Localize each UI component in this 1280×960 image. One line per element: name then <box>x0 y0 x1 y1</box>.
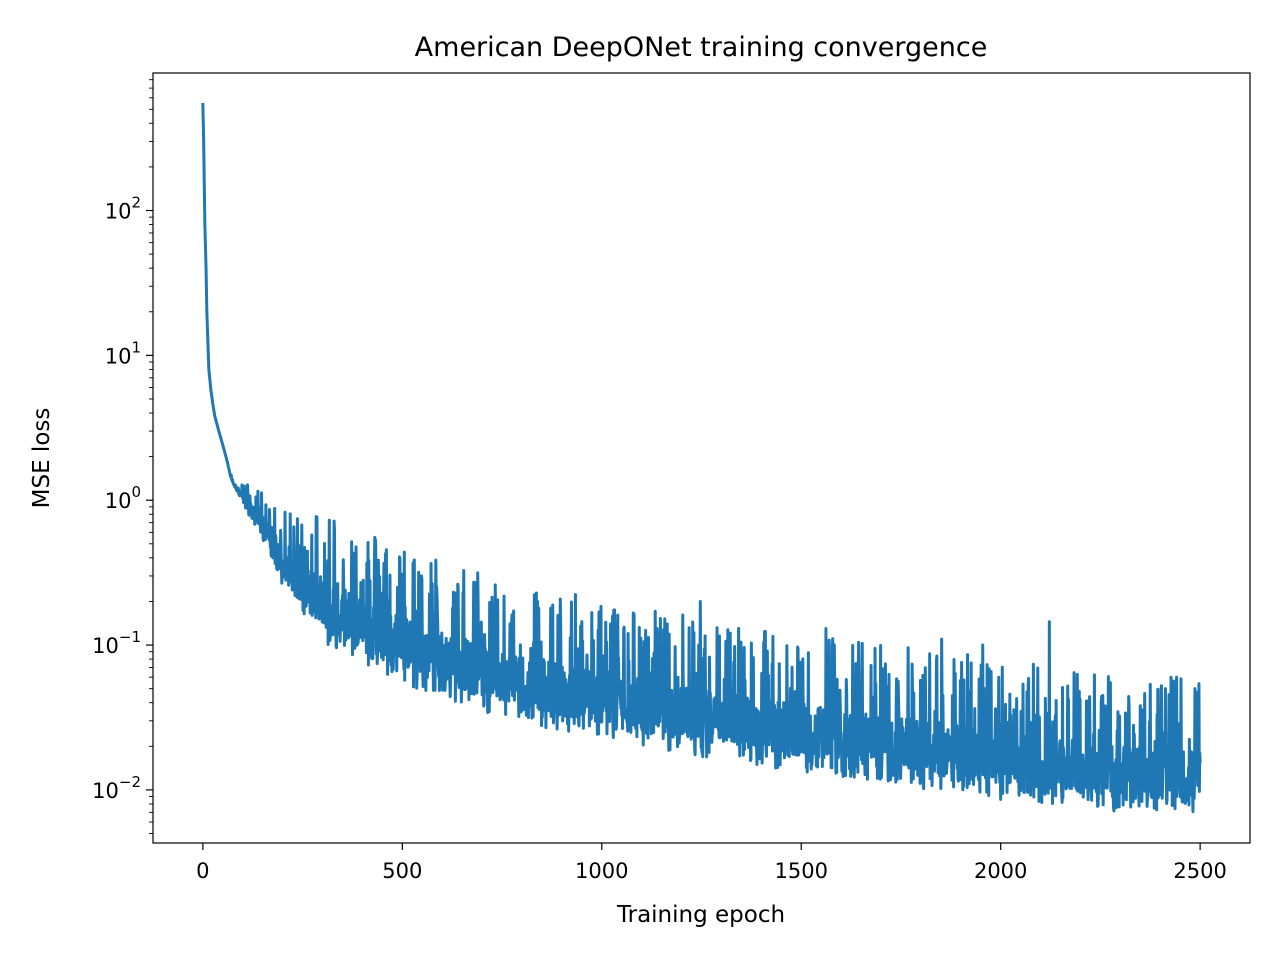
x-tick-label: 1500 <box>775 859 828 883</box>
y-tick-label: 10−1 <box>92 628 141 658</box>
chart-title: American DeepONet training convergence <box>415 32 988 63</box>
x-tick-label: 500 <box>382 859 422 883</box>
y-axis-label: MSE loss <box>29 408 55 509</box>
x-tick-label: 2000 <box>974 859 1027 883</box>
y-tick-label: 101 <box>105 338 141 368</box>
x-tick-label: 1000 <box>575 859 628 883</box>
y-tick-label: 100 <box>105 483 141 513</box>
plot-frame <box>152 72 1251 844</box>
y-axis: 10−2 10−1 100 101 102 <box>92 79 153 834</box>
x-axis-label: Training epoch <box>616 902 785 928</box>
series-line-mse-loss <box>201 102 1202 814</box>
y-tick-label: 10−2 <box>92 773 141 803</box>
x-axis: 0 500 1000 1500 2000 2500 <box>196 843 1227 883</box>
plot-area <box>152 72 1251 844</box>
y-tick-label: 102 <box>105 194 141 224</box>
x-tick-label: 2500 <box>1173 859 1226 883</box>
x-tick-label: 0 <box>196 859 209 883</box>
